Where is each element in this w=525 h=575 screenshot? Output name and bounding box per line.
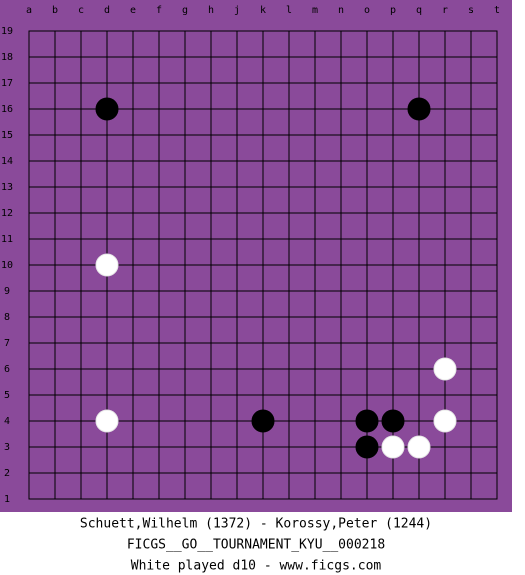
board — [0, 0, 512, 512]
column-label: l — [286, 5, 292, 16]
row-label: 16 — [1, 104, 13, 115]
row-label: 14 — [1, 156, 13, 167]
column-label: h — [208, 5, 214, 16]
column-label: f — [156, 5, 162, 16]
row-label: 18 — [1, 52, 13, 63]
row-label: 7 — [4, 338, 10, 349]
game-id: FICGS__GO__TOURNAMENT_KYU__000218 — [127, 538, 385, 553]
column-label: j — [234, 5, 240, 16]
column-label: a — [26, 5, 32, 16]
column-label: s — [468, 5, 474, 16]
white-stone — [95, 253, 119, 277]
column-label: k — [260, 5, 266, 16]
black-stone — [251, 409, 275, 433]
row-label: 12 — [1, 208, 13, 219]
black-stone — [355, 409, 379, 433]
column-label: c — [78, 5, 84, 16]
row-label: 11 — [1, 234, 13, 245]
players: Schuett,Wilhelm (1372) - Korossy,Peter (… — [80, 517, 432, 532]
column-label: r — [442, 5, 448, 16]
column-label: t — [494, 5, 500, 16]
row-label: 19 — [1, 26, 13, 37]
row-label: 6 — [4, 364, 10, 375]
status: White played d10 - www.ficgs.com — [131, 559, 382, 574]
column-label: d — [104, 5, 110, 16]
black-stone — [355, 435, 379, 459]
column-label: p — [390, 5, 396, 16]
row-label: 5 — [4, 390, 10, 401]
column-label: b — [52, 5, 58, 16]
column-label: q — [416, 5, 422, 16]
white-stone — [407, 435, 431, 459]
row-label: 1 — [4, 494, 10, 505]
column-label: e — [130, 5, 136, 16]
white-stone — [381, 435, 405, 459]
column-label: g — [182, 5, 188, 16]
row-label: 17 — [1, 78, 13, 89]
row-label: 15 — [1, 130, 13, 141]
row-label: 10 — [1, 260, 13, 271]
column-label: o — [364, 5, 370, 16]
black-stone — [95, 97, 119, 121]
column-label: n — [338, 5, 344, 16]
row-label: 13 — [1, 182, 13, 193]
column-label: m — [312, 5, 318, 16]
row-label: 4 — [4, 416, 10, 427]
white-stone — [433, 409, 457, 433]
row-label: 9 — [4, 286, 10, 297]
row-label: 8 — [4, 312, 10, 323]
white-stone — [95, 409, 119, 433]
white-stone — [433, 357, 457, 381]
row-label: 3 — [4, 442, 10, 453]
black-stone — [381, 409, 405, 433]
row-label: 2 — [4, 468, 10, 479]
black-stone — [407, 97, 431, 121]
